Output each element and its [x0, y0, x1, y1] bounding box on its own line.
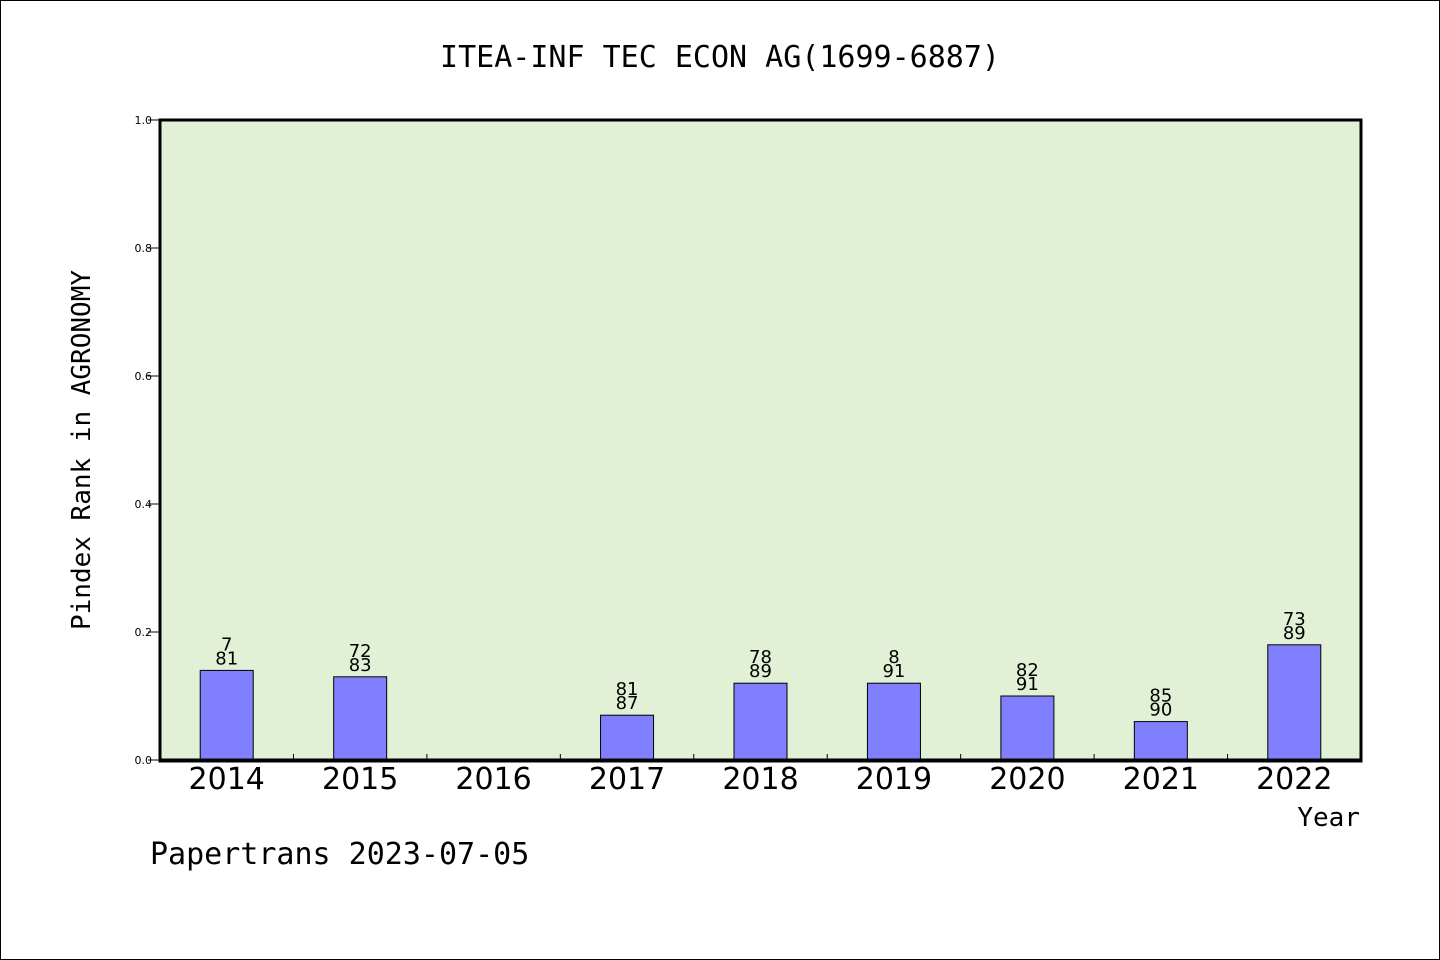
- x-tick-label: 2019: [856, 762, 932, 797]
- y-tick-label: 1.0: [135, 114, 153, 127]
- x-tick-label: 2022: [1256, 762, 1332, 797]
- x-tick-label: 2016: [455, 762, 531, 797]
- bar-label-top: 72: [349, 641, 372, 662]
- bar-label-top: 85: [1149, 686, 1172, 707]
- bar-2020: [1000, 695, 1055, 761]
- x-axis: 2014 2015 2016 2017 2018 2019 2020 2021 2022: [160, 754, 1361, 797]
- bar-2018: [733, 682, 788, 761]
- x-tick-label: 2018: [722, 762, 798, 797]
- bar-label-bottom: 91: [1016, 674, 1039, 695]
- footer-credit: Papertrans 2023-07-05: [150, 837, 529, 872]
- x-tick-label: 2015: [322, 762, 398, 797]
- bar-label-bottom: 89: [1283, 623, 1306, 644]
- bar-label-bottom: 87: [616, 693, 639, 714]
- bar-label-top: 82: [1016, 660, 1039, 681]
- bar-2021: [1133, 721, 1188, 761]
- y-axis: 0.0 0.2 0.4 0.6 0.8 1.0: [135, 114, 160, 767]
- x-axis-label: Year: [1297, 803, 1360, 833]
- plot-area: [158, 118, 1363, 763]
- y-tick-label: 0.4: [135, 498, 153, 511]
- chart-title: ITEA-INF TEC ECON AG(1699-6887): [440, 40, 1000, 75]
- bar-2014: [199, 669, 254, 761]
- bar-2015: [333, 676, 388, 761]
- bar-label-top: 81: [616, 679, 639, 700]
- y-tick-label: 0.6: [135, 370, 153, 383]
- x-tick-label: 2020: [989, 762, 1065, 797]
- bar-2017: [600, 714, 655, 761]
- bar-label-top: 8: [888, 647, 899, 668]
- x-tick-label: 2014: [189, 762, 265, 797]
- bar-2022: [1267, 644, 1322, 761]
- x-tick-label: 2021: [1123, 762, 1199, 797]
- bar-label-bottom: 83: [349, 655, 372, 676]
- bar-label-top: 78: [749, 647, 772, 668]
- bar-label-top: 7: [221, 634, 232, 655]
- bar-label-bottom: 90: [1149, 700, 1172, 721]
- y-tick-label: 0.0: [135, 754, 153, 767]
- bar-label-bottom: 81: [215, 648, 238, 669]
- bar-label-bottom: 89: [749, 661, 772, 682]
- y-tick-label: 0.8: [135, 242, 153, 255]
- y-tick-label: 0.2: [135, 626, 153, 639]
- bar-label-bottom: 91: [882, 661, 905, 682]
- x-tick-label: 2017: [589, 762, 665, 797]
- y-axis-label: Pindex Rank in AGRONOMY: [67, 270, 97, 630]
- bar-2019: [866, 682, 921, 761]
- bar-label-top: 73: [1283, 609, 1306, 630]
